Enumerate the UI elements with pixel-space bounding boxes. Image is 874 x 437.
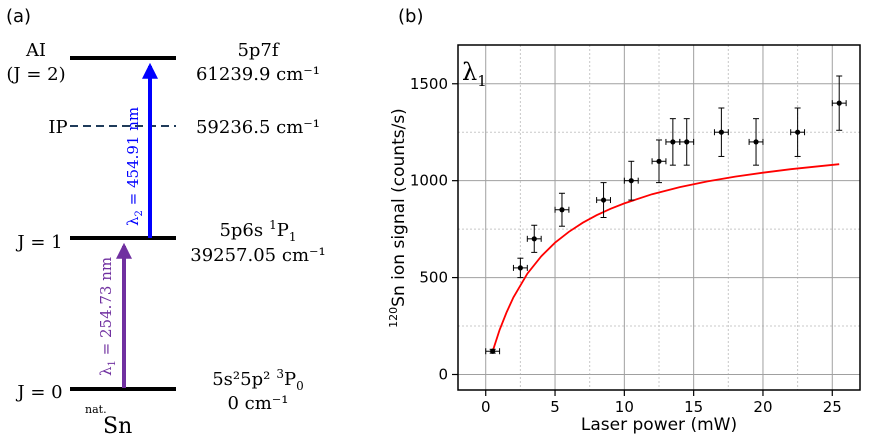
level-j1-term-sup: 1 — [269, 218, 277, 232]
data-marker — [836, 100, 842, 106]
lambda1-symbol: λ — [97, 366, 115, 376]
data-marker — [628, 178, 634, 184]
lambda1-value: = 254.73 nm — [97, 257, 115, 360]
level-j0-label: J = 0 — [15, 382, 62, 403]
data-marker — [490, 348, 496, 354]
data-marker — [517, 265, 523, 271]
x-tick-label: 5 — [550, 398, 560, 416]
data-marker — [531, 236, 537, 242]
annotation-symbol: λ — [462, 58, 477, 86]
fit-curve — [491, 163, 840, 352]
data-marker — [670, 139, 676, 145]
data-point — [485, 348, 501, 355]
level-j0-energy: 0 cm⁻¹ — [227, 393, 288, 414]
x-tick-label: 10 — [615, 398, 634, 416]
panel-a-label: (a) — [6, 6, 31, 27]
data-point — [623, 160, 639, 201]
scatter-chart: (b) 0 5 10 15 20 25 0 500 1000 1500 λ1 Laser powe… — [387, 6, 861, 435]
data-marker — [656, 158, 662, 164]
lambda1-sub: 1 — [107, 360, 118, 366]
level-j1-label: J = 1 — [15, 232, 62, 253]
y-tick-label: 0 — [438, 365, 448, 383]
y-tick-label: 1500 — [410, 75, 448, 93]
level-j1-energy: 39257.05 cm⁻¹ — [190, 245, 325, 266]
x-tick-label: 25 — [823, 398, 842, 416]
y-axis-label-text: Sn ion signal (counts/s) — [389, 108, 409, 307]
level-ip-energy: 59236.5 cm⁻¹ — [196, 117, 320, 138]
data-points-group — [485, 75, 847, 355]
data-point — [831, 75, 847, 131]
y-axis-label: 120Sn ion signal (counts/s) — [387, 108, 409, 328]
y-tick-label: 1000 — [410, 172, 448, 190]
level-ai-config: 5p7f — [237, 40, 279, 61]
data-point — [679, 118, 695, 166]
transition-label-lambda2: λ2 = 454.91 nm — [124, 107, 145, 226]
level-j1-term: 5p6s 1P1 — [219, 218, 296, 244]
y-tick-label: 500 — [419, 269, 448, 287]
data-point — [596, 182, 611, 218]
data-marker — [718, 129, 724, 135]
data-point — [790, 107, 806, 157]
level-ai-energy: 61239.9 cm⁻¹ — [196, 64, 320, 85]
data-marker — [559, 207, 565, 213]
data-point — [665, 118, 681, 166]
data-marker — [600, 197, 607, 203]
chart-annotation: λ1 — [462, 58, 487, 90]
lambda2-symbol: λ — [124, 216, 142, 226]
panel-b-label: (b) — [398, 6, 423, 27]
x-axis-label: Laser power (mW) — [581, 415, 737, 435]
element-symbol: Sn — [103, 414, 132, 437]
annotation-sub: 1 — [477, 72, 487, 90]
lambda2-value: = 454.91 nm — [124, 107, 142, 210]
data-point — [554, 192, 570, 227]
element-superscript: nat. — [85, 403, 107, 416]
data-point — [526, 224, 542, 253]
level-j0-term: 5s²5p² 3P0 — [212, 367, 304, 393]
level-j0-config: 5s²5p² — [212, 369, 270, 390]
level-j0-term-letter: P — [284, 369, 296, 390]
data-point — [512, 257, 528, 279]
y-axis-label-sup: 120 — [387, 307, 400, 328]
level-ip-label: IP — [48, 117, 67, 138]
data-marker — [795, 129, 801, 135]
x-tick-label: 20 — [753, 398, 772, 416]
data-point — [713, 107, 729, 157]
data-point — [748, 118, 764, 166]
level-j0-term-sub: 0 — [296, 379, 304, 393]
energy-level-diagram: (a) AI (J = 2) IP J = 1 J = 0 5p7f 61239… — [6, 6, 326, 437]
level-j1-term-sub: 1 — [289, 230, 297, 244]
fit-curve-group — [491, 163, 840, 352]
plot-frame — [457, 44, 861, 391]
level-j1-config: 5p6s — [219, 220, 263, 241]
data-point — [651, 139, 667, 184]
chart-grid — [458, 45, 860, 390]
level-j1-term-letter: P — [277, 220, 289, 241]
transition-label-lambda1: λ1 = 254.73 nm — [97, 257, 118, 376]
level-ai-label: AI — [25, 40, 46, 61]
level-j0-term-sup: 3 — [276, 367, 284, 381]
x-tick-label: 0 — [481, 398, 491, 416]
x-tick-label: 15 — [684, 398, 703, 416]
chart-ticks: 0 5 10 15 20 25 0 500 1000 1500 — [410, 75, 842, 416]
level-ai-j-label: (J = 2) — [6, 64, 65, 85]
lambda2-sub: 2 — [134, 210, 145, 216]
data-marker — [684, 139, 690, 145]
data-marker — [753, 139, 759, 145]
